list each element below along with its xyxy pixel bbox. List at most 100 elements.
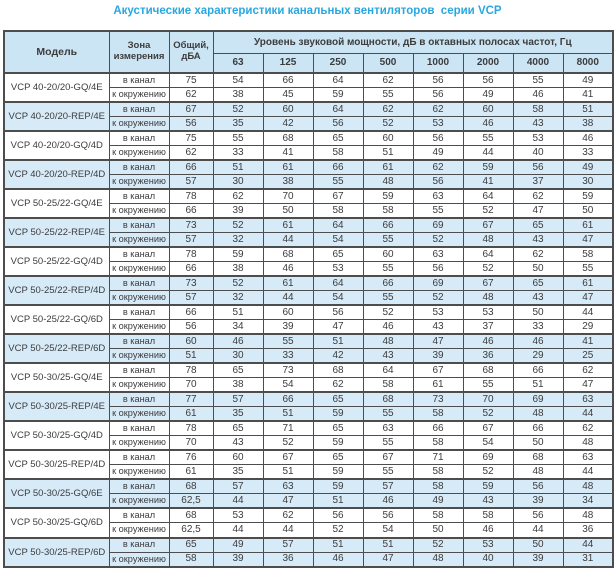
band-value: 46 [212,333,264,350]
model-name: VCP 50-30/25-REP/6D [3,536,110,568]
band-value: 56 [312,507,364,524]
band-value: 49 [212,536,264,553]
band-value: 49 [562,72,614,88]
band-value: 58 [462,507,514,524]
band-value: 33 [562,145,614,161]
band-value: 38 [262,174,314,190]
band-value: 55 [362,435,414,451]
band-value: 25 [562,348,614,364]
band-value: 51 [262,406,314,422]
col-header-freq-500: 500 [362,53,414,74]
band-value: 71 [262,420,314,437]
band-value: 69 [462,449,514,466]
total-dba-value: 75 [168,72,214,88]
total-dba-value: 66 [168,304,214,321]
band-value: 57 [212,391,264,408]
band-value: 62 [412,101,464,118]
model-name: VCP 50-30/25-GQ/6D [3,507,110,539]
model-row-ambient: к окружению 51 30 33 42 43 39 36 29 25 [4,348,614,364]
band-value: 64 [312,217,364,234]
band-value: 53 [412,304,464,321]
band-value: 46 [312,551,364,568]
band-value: 30 [562,174,614,190]
model-row-duct: VCP 50-25/22-REP/4E в канал 73 52 61 64 66 69 67… [3,217,614,248]
band-value: 44 [262,522,314,538]
band-value: 55 [362,87,414,103]
zone-label-ambient: к окружению [108,145,170,161]
band-value: 56 [412,261,464,277]
total-dba-value: 62 [168,87,214,103]
band-value: 67 [262,449,314,466]
total-dba-value: 76 [168,449,214,466]
band-value: 38 [212,377,264,393]
band-value: 65 [312,391,364,408]
total-dba-value: 56 [168,116,214,132]
zone-label-ambient: к окружению [108,116,170,132]
col-header-freq-63: 63 [212,53,264,74]
band-value: 56 [512,507,564,524]
band-value: 32 [212,232,264,248]
zone-label-duct: в канал [108,246,170,263]
band-value: 56 [412,130,464,147]
model-name: VCP 40-20/20-REP/4E [3,101,110,132]
band-value: 59 [312,435,364,451]
band-value: 57 [262,536,314,553]
model-row-duct: VCP 50-25/22-REP/4D в канал 73 52 61 64 66 69 67… [3,275,614,306]
total-dba-value: 78 [168,420,214,437]
zone-label-duct: в канал [108,420,170,437]
band-value: 61 [262,159,314,176]
table-header: Модель Зона измерения Общий, дБА Уровень… [3,30,614,74]
band-value: 63 [562,391,614,408]
band-value: 69 [412,275,464,292]
zone-label-duct: в канал [108,101,170,118]
band-value: 53 [512,130,564,147]
band-value: 60 [462,101,514,118]
band-value: 67 [462,420,514,437]
band-value: 66 [262,391,314,408]
band-value: 51 [362,536,414,553]
band-value: 51 [512,377,564,393]
band-value: 61 [362,159,414,176]
band-value: 55 [362,232,414,248]
band-value: 34 [212,319,264,335]
band-value: 55 [362,290,414,306]
band-value: 46 [362,493,414,509]
total-dba-value: 70 [168,435,214,451]
zone-label-duct: в канал [108,304,170,321]
band-value: 63 [412,188,464,205]
band-value: 39 [262,319,314,335]
total-dba-value: 78 [168,362,214,379]
band-value: 49 [412,145,464,161]
band-value: 47 [312,319,364,335]
band-value: 41 [562,333,614,350]
zone-label-duct: в канал [108,188,170,205]
band-value: 48 [562,435,614,451]
zone-label-ambient: к окружению [108,406,170,422]
model-name: VCP 40-20/20-REP/4D [3,159,110,190]
band-value: 54 [212,72,264,88]
band-value: 47 [562,232,614,248]
band-value: 69 [412,217,464,234]
total-dba-value: 57 [168,232,214,248]
band-value: 50 [512,536,564,553]
model-name: VCP 50-30/25-GQ/4D [3,420,110,451]
total-dba-value: 68 [168,507,214,524]
total-dba-value: 62,5 [168,522,214,538]
zone-label-duct: в канал [108,275,170,292]
band-value: 68 [512,449,564,466]
band-value: 51 [562,101,614,118]
band-value: 65 [512,275,564,292]
band-value: 41 [262,145,314,161]
band-value: 68 [262,130,314,147]
model-row-duct: VCP 50-25/22-GQ/4E в канал 78 62 70 67 59 63 64 6… [3,188,614,219]
total-dba-value: 75 [168,130,214,147]
band-value: 60 [362,130,414,147]
zone-label-ambient: к окружению [108,203,170,219]
model-row-ambient: к окружению 62 38 45 59 55 56 49 46 41 [4,87,614,103]
band-value: 48 [562,507,614,524]
band-value: 36 [462,348,514,364]
band-value: 46 [512,333,564,350]
col-header-freq-1000: 1000 [412,53,464,74]
band-value: 56 [412,87,464,103]
zone-label-duct: в канал [108,159,170,176]
